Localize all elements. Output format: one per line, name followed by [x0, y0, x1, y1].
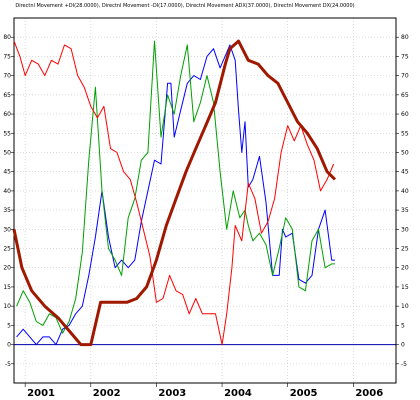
y-tick-label-right: 60 — [401, 111, 409, 118]
y-tick-label-right: 35 — [401, 207, 409, 214]
y-tick-label-right: 5 — [401, 322, 405, 329]
y-tick-label: 40 — [3, 188, 11, 195]
x-tick-label: 2002 — [93, 388, 121, 399]
y-tick-label-right: 20 — [401, 265, 409, 272]
y-tick-label: 10 — [3, 303, 11, 310]
y-tick-label: -5 — [5, 361, 11, 368]
y-tick-label: 15 — [3, 284, 11, 291]
y-tick-label-right: 40 — [401, 188, 409, 195]
y-tick-label: 75 — [3, 53, 11, 60]
x-tick-label: 2006 — [355, 388, 383, 399]
series-line-2 — [16, 40, 335, 334]
y-tick-label: 80 — [3, 34, 11, 41]
y-tick-label-right: 55 — [401, 130, 409, 137]
y-tick-label: 65 — [3, 92, 11, 99]
x-tick-label: 2004 — [224, 388, 252, 399]
x-tick-label: 2003 — [158, 388, 186, 399]
y-tick-label-right: -5 — [401, 361, 407, 368]
y-tick-label-right: 0 — [401, 342, 405, 349]
series-layer — [12, 39, 337, 347]
grid — [14, 18, 396, 383]
y-tick-label: 50 — [3, 149, 11, 156]
y-tick-label-right: 70 — [401, 73, 409, 80]
chart-title: Directnl Movement +DI(28.0000), Directnl… — [15, 3, 354, 9]
y-tick-label-right: 65 — [401, 92, 409, 99]
series-line-4 — [12, 39, 337, 347]
y-tick-label: 25 — [3, 246, 11, 253]
x-axis: 2001 2002 2003 2004 2005 2006 — [24, 383, 383, 399]
y-axis-left: -5 0 5 10 15 20 25 30 35 40 45 50 55 60 65 70 75 80 — [3, 34, 14, 368]
y-tick-label-right: 50 — [401, 149, 409, 156]
y-tick-label: 35 — [3, 207, 11, 214]
series-line-1 — [16, 44, 335, 346]
x-tick-label: 2005 — [290, 388, 318, 399]
y-tick-label: 0 — [7, 342, 11, 349]
y-tick-label: 5 — [7, 322, 11, 329]
y-tick-label-right: 10 — [401, 303, 409, 310]
y-axis-right: -5 0 5 10 15 20 25 30 35 40 45 50 55 60 65 70 75 80 — [396, 34, 409, 368]
y-tick-label: 70 — [3, 73, 11, 80]
y-tick-label-right: 25 — [401, 246, 409, 253]
y-tick-label-right: 80 — [401, 34, 409, 41]
y-tick-label: 20 — [3, 265, 11, 272]
y-tick-label: 30 — [3, 226, 11, 233]
y-tick-label-right: 45 — [401, 169, 409, 176]
y-tick-label-right: 30 — [401, 226, 409, 233]
y-tick-label-right: 15 — [401, 284, 409, 291]
y-tick-label: 45 — [3, 169, 11, 176]
y-tick-label-right: 75 — [401, 53, 409, 60]
series-line-3 — [13, 40, 335, 346]
plot-frame — [13, 17, 397, 384]
y-tick-label: 55 — [3, 130, 11, 137]
x-tick-label: 2001 — [27, 388, 55, 399]
y-tick-label: 60 — [3, 111, 11, 118]
